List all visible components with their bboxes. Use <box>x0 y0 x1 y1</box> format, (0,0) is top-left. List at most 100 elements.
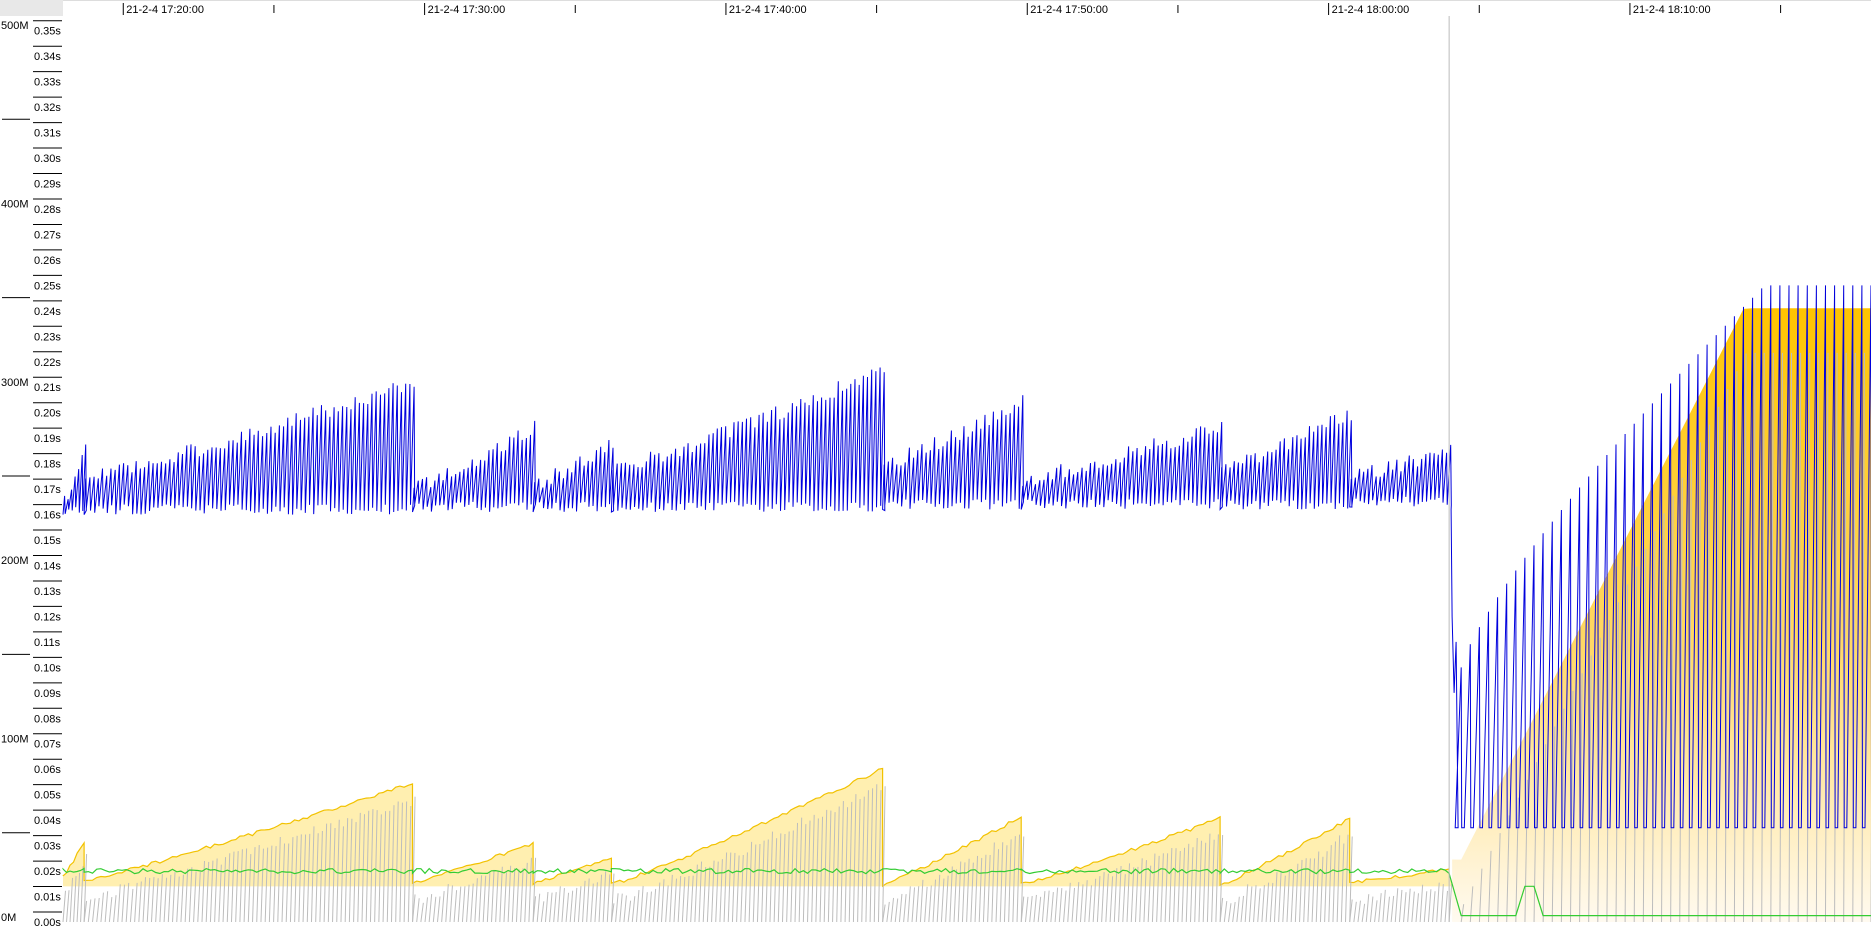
gc-pause-spike <box>378 814 382 923</box>
gc-pause-spike <box>1016 834 1021 923</box>
gc-pause-spike <box>1345 834 1349 923</box>
gc-pause-spike <box>180 874 184 923</box>
gc-pause-spike <box>1440 884 1444 923</box>
gc-pause-spike <box>640 885 644 923</box>
gc-pause-spike <box>1020 836 1025 923</box>
gc-pause-spike <box>218 864 222 923</box>
gc-pause-spike <box>1063 890 1067 923</box>
gc-pause-spike <box>1088 885 1092 923</box>
gc-pause-spike <box>877 790 882 923</box>
gc-pause-spike <box>903 894 907 923</box>
gc-pause-spike <box>1211 839 1215 923</box>
gc-pause-spike <box>569 890 574 923</box>
gc-pause-spike <box>461 886 466 923</box>
x-tick-label: 21-2-4 17:20:00 <box>126 4 204 16</box>
gc-pause-spike <box>1560 708 1565 923</box>
gc-pause-spike <box>1202 842 1207 923</box>
pause-tick-label: 0.18s <box>34 459 61 471</box>
gc-pause-spike <box>1357 900 1361 923</box>
gc-pause-spike <box>150 877 155 923</box>
gc-pause-spike <box>982 854 987 923</box>
gc-pause-spike <box>159 874 163 923</box>
gc-pause-spike <box>382 811 387 923</box>
x-tick-label: 21-2-4 18:00:00 <box>1332 4 1410 16</box>
gc-pause-spike <box>1219 897 1224 923</box>
gc-pause-spike <box>1151 853 1156 923</box>
pause-tick-label: 0.02s <box>34 866 61 878</box>
gc-pause-spike <box>761 840 765 923</box>
gc-pause-spike <box>1101 872 1105 923</box>
pause-tick-label: 0.33s <box>34 77 61 89</box>
gc-pause-spike <box>1432 891 1436 923</box>
gc-pause-spike <box>1651 531 1656 923</box>
gc-pause-spike <box>532 896 537 923</box>
gc-pause-spike <box>995 849 1000 923</box>
gc-pause-spike <box>369 809 374 923</box>
gc-pause-spike <box>188 867 193 923</box>
gc-pause-spike <box>264 847 269 923</box>
gc-pause-spike <box>1436 882 1440 923</box>
gc-pause-spike <box>848 801 853 923</box>
pause-tick-label: 0.28s <box>34 204 61 216</box>
gc-pause-spike <box>424 897 429 923</box>
gc-pause-spike <box>1240 895 1245 923</box>
gc-pause-spike <box>69 877 74 923</box>
gc-pause-spike <box>1215 834 1219 923</box>
gc-pause-spike <box>953 869 958 923</box>
gc-pause-spike <box>125 882 130 923</box>
gc-pause-spike <box>1506 815 1510 923</box>
gc-pause-spike <box>865 790 869 923</box>
gc-pause-spike <box>832 812 836 923</box>
gc-pause-spike <box>344 818 349 923</box>
gc-pause-spike <box>1236 896 1240 923</box>
gc-pause-spike <box>348 818 353 923</box>
gc-pause-spike <box>1257 888 1261 923</box>
gc-pause-spike <box>957 861 962 923</box>
gc-pause-spike <box>1164 853 1169 923</box>
gc-pause-spike <box>886 901 890 923</box>
gc-pause-spike <box>1633 566 1638 923</box>
gc-pause-spike <box>798 817 803 923</box>
gc-pause-spike <box>1071 887 1076 923</box>
gc-pause-spike <box>214 858 218 923</box>
gc-pause-spike <box>928 885 932 923</box>
gc-pause-spike <box>62 890 66 923</box>
gc-pause-spike <box>268 845 273 923</box>
gc-pause-spike <box>598 874 603 923</box>
gc-pause-spike <box>445 884 449 923</box>
gc-pause-spike <box>544 891 549 923</box>
gc-pause-spike <box>1122 874 1126 923</box>
gc-pause-spike <box>565 892 570 923</box>
gc-pause-spike <box>1478 868 1483 923</box>
gc-pause-spike <box>507 865 512 923</box>
gc-pause-spike <box>1147 865 1152 923</box>
gc-pause-spike <box>1134 866 1139 923</box>
gc-pause-spike <box>802 824 807 923</box>
gc-pause-spike <box>1382 889 1386 923</box>
gc-pause-spike <box>1282 875 1286 923</box>
gc-pause-spike <box>602 871 607 923</box>
gc-pause-spike <box>919 879 924 923</box>
gc-pause-spike <box>1349 899 1353 923</box>
gc-pause-spike <box>1642 548 1647 923</box>
gc-pause-spike <box>1058 888 1063 923</box>
gc-pause-spike <box>786 831 790 923</box>
gc-pause-spike <box>1096 876 1101 923</box>
gc-pause-spike <box>702 867 707 923</box>
gc-pause-spike <box>412 796 416 923</box>
gc-pause-spike <box>365 810 370 923</box>
gc-pause-spike <box>1551 726 1556 923</box>
gc-pause-spike <box>1374 900 1378 923</box>
gc-pause-spike <box>769 831 773 923</box>
gc-pause-spike <box>740 855 744 923</box>
gc-pause-spike <box>549 892 553 923</box>
memory-tick-label: 400M <box>1 198 29 210</box>
gc-pause-spike <box>1232 902 1236 923</box>
gc-pause-spike <box>1688 460 1692 923</box>
pause-tick-label: 0.04s <box>34 815 61 827</box>
gc-pause-spike <box>515 869 520 923</box>
pause-tick-label: 0.03s <box>34 841 61 853</box>
pause-tick-label: 0.25s <box>34 280 61 292</box>
gc-pause-spike <box>113 895 117 923</box>
gc-pause-spike <box>1588 655 1592 923</box>
